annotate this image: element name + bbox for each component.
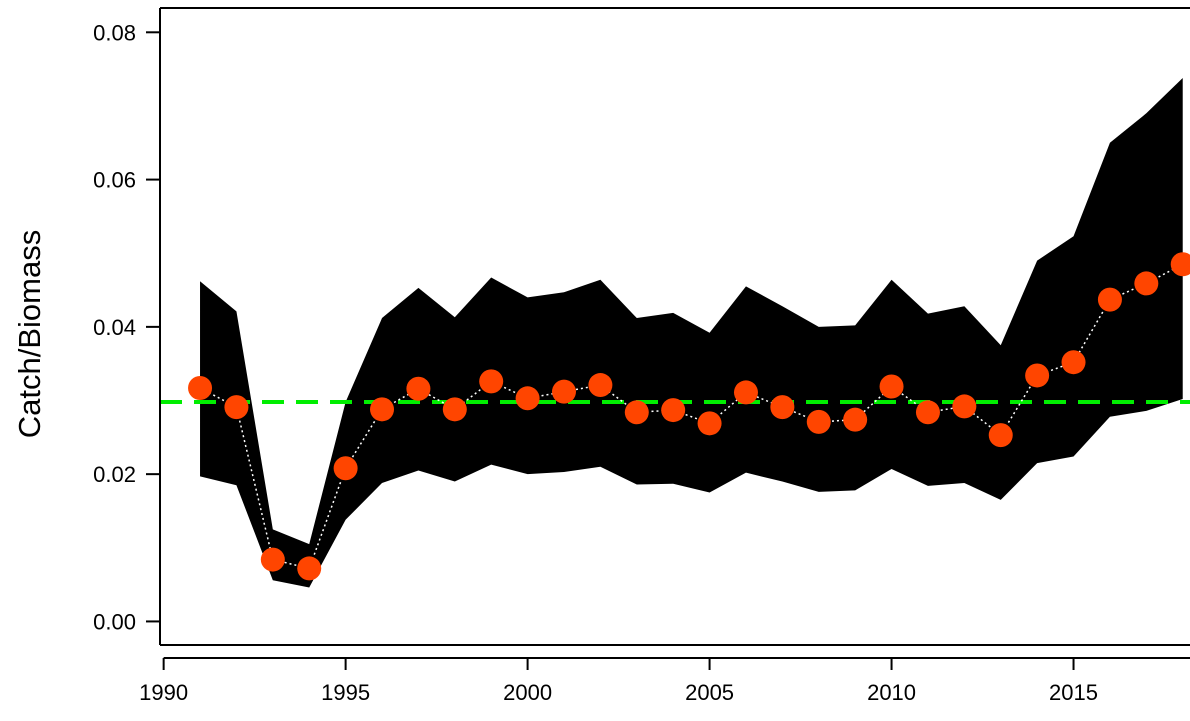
estimate-line-layer — [199, 263, 1184, 570]
estimate-point-2017 — [1134, 271, 1159, 296]
y-axis-title: Catch/Biomass — [12, 230, 47, 438]
estimate-point-1997 — [406, 376, 431, 401]
estimate-point-2018 — [1170, 252, 1190, 277]
estimate-point-2005 — [697, 411, 722, 436]
axes-layer: 0.00 0.02 0.04 0.06 0.08 1990 1995 2000 2005 2010… — [93, 7, 1190, 705]
estimate-point-2002 — [588, 373, 613, 398]
estimate-point-1993 — [260, 547, 285, 572]
estimate-point-2012 — [952, 394, 977, 419]
estimate-point-2008 — [806, 409, 831, 434]
x-tick-label-2010: 2010 — [867, 680, 916, 705]
estimate-point-2013 — [988, 423, 1013, 448]
estimate-point-2009 — [843, 407, 868, 432]
estimate-point-2011 — [915, 400, 940, 425]
estimate-point-1995 — [333, 456, 358, 481]
y-tick-label-4: 0.08 — [93, 20, 136, 45]
y-tick-label-3: 0.06 — [93, 168, 136, 193]
estimate-point-2006 — [733, 380, 758, 405]
estimate-point-2000 — [515, 386, 540, 411]
y-tick-label-0: 0.00 — [93, 609, 136, 634]
confidence-band — [200, 77, 1183, 588]
x-tick-label-2000: 2000 — [503, 680, 552, 705]
y-tick-label-1: 0.02 — [93, 462, 136, 487]
x-tick-label-2015: 2015 — [1049, 680, 1098, 705]
estimate-point-2015 — [1061, 350, 1086, 375]
x-tick-label-2005: 2005 — [685, 680, 734, 705]
estimate-point-2003 — [624, 400, 649, 425]
estimate-point-1994 — [297, 556, 322, 581]
estimate-point-2014 — [1025, 363, 1050, 388]
x-tick-label-1995: 1995 — [321, 680, 370, 705]
labels-layer: Catch/Biomass — [12, 230, 47, 438]
estimate-point-2004 — [661, 398, 686, 423]
estimate-line — [199, 263, 1184, 570]
estimate-point-1998 — [442, 397, 467, 422]
estimate-point-1996 — [370, 397, 395, 422]
y-tick-label-2: 0.04 — [93, 315, 136, 340]
estimate-point-2016 — [1097, 287, 1122, 312]
x-tick-label-1990: 1990 — [139, 680, 188, 705]
estimate-point-2007 — [770, 395, 795, 420]
estimate-point-1992 — [224, 395, 249, 420]
estimate-point-1999 — [479, 369, 504, 394]
estimate-points-layer — [188, 252, 1190, 581]
confidence-band-layer — [200, 77, 1183, 588]
estimate-point-1991 — [188, 375, 213, 400]
estimate-point-2001 — [551, 379, 576, 404]
estimate-point-2010 — [879, 374, 904, 399]
